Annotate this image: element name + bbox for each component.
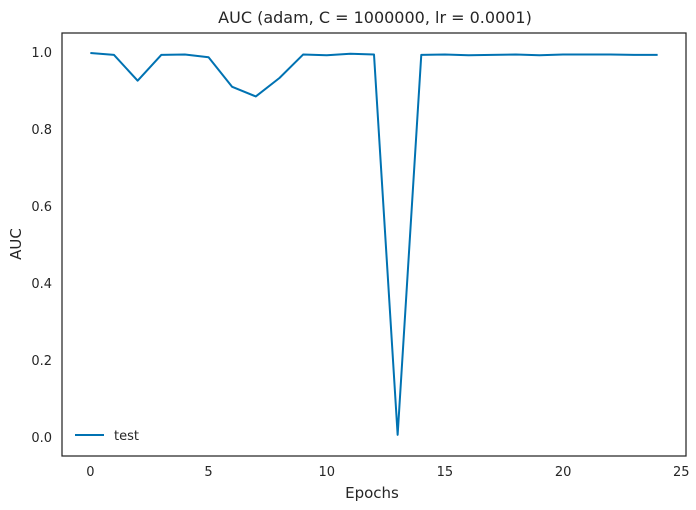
legend-label-test: test bbox=[114, 429, 139, 444]
y-tick-label: 0.6 bbox=[31, 200, 52, 215]
y-axis: 0.0 0.2 0.4 0.6 0.8 1.0 bbox=[31, 46, 52, 446]
y-tick-label: 1.0 bbox=[31, 46, 52, 61]
x-axis: 0 5 10 15 20 25 bbox=[86, 465, 689, 480]
y-tick-label: 0.2 bbox=[31, 354, 52, 369]
series-line-test bbox=[90, 52, 658, 436]
x-tick-label: 25 bbox=[673, 465, 690, 480]
y-tick-label: 0.0 bbox=[31, 431, 52, 446]
y-tick-label: 0.4 bbox=[31, 277, 52, 292]
chart-title: AUC (adam, C = 1000000, lr = 0.0001) bbox=[218, 8, 532, 27]
plot-area bbox=[90, 52, 658, 436]
x-tick-label: 10 bbox=[318, 465, 335, 480]
legend: test bbox=[75, 429, 139, 444]
x-tick-label: 5 bbox=[204, 465, 212, 480]
x-tick-label: 0 bbox=[86, 465, 94, 480]
x-tick-label: 15 bbox=[437, 465, 454, 480]
plot-frame bbox=[61, 32, 687, 457]
x-tick-label: 20 bbox=[555, 465, 572, 480]
x-axis-label: Epochs bbox=[345, 484, 399, 502]
y-tick-label: 0.8 bbox=[31, 123, 52, 138]
y-axis-label: AUC bbox=[7, 228, 25, 260]
